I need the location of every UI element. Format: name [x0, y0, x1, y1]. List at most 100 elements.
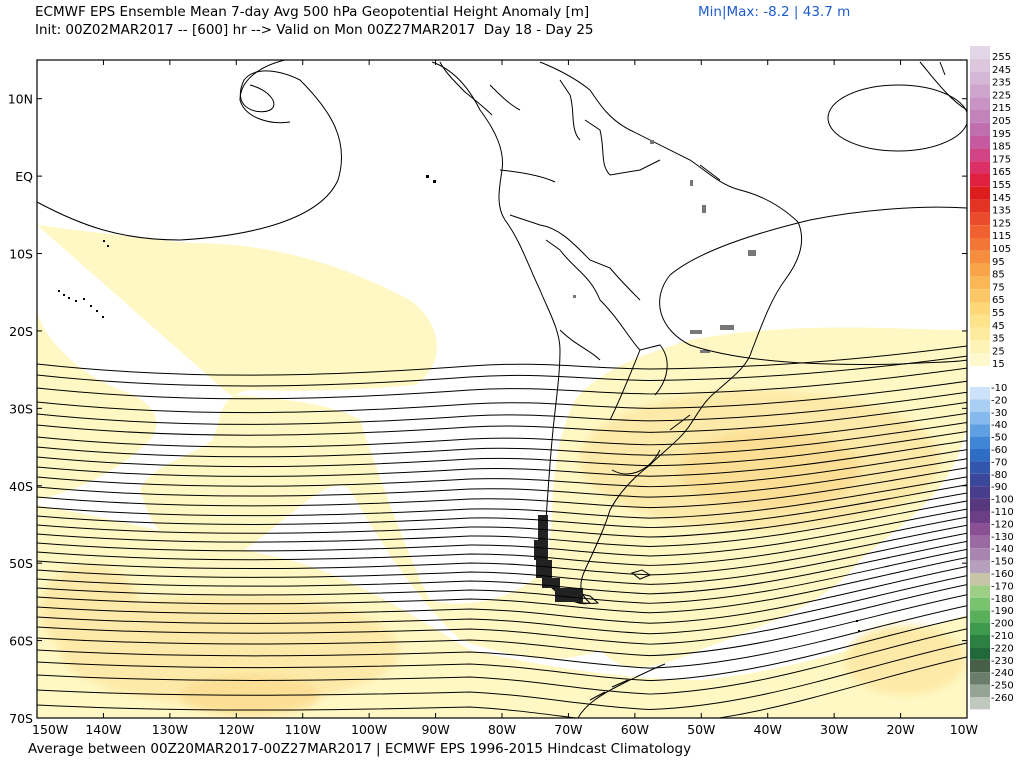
colorbar-swatch	[970, 647, 990, 660]
colorbar-label: -220	[991, 643, 1014, 654]
lon-label: 70W	[554, 722, 582, 737]
colorbar-swatch	[970, 473, 990, 487]
colorbar-label: -10	[991, 383, 1007, 394]
lat-label: 40S	[9, 479, 33, 494]
colorbar-label: 205	[992, 116, 1011, 127]
height-contour	[37, 380, 967, 414]
height-contour	[37, 532, 967, 585]
colorbar-swatch	[970, 399, 990, 412]
height-contour	[37, 467, 967, 509]
colorbar-swatch	[970, 573, 990, 586]
colorbar-label: 225	[992, 90, 1011, 101]
colorbar-label: -20	[991, 395, 1007, 406]
colorbar-label: -30	[991, 408, 1007, 419]
height-contour	[37, 556, 967, 614]
height-contour	[37, 484, 967, 529]
colorbar-swatch	[970, 135, 990, 149]
colorbar-label: -50	[991, 433, 1007, 444]
min-max-readout: Min|Max: -8.2 | 43.7 m	[698, 4, 851, 20]
colorbar-label: 85	[992, 270, 1005, 281]
colorbar-swatch	[970, 289, 990, 302]
height-contour	[37, 540, 967, 595]
footer-note: Average between 00Z20MAR2017-00Z27MAR201…	[28, 741, 692, 757]
lon-label: 80W	[488, 722, 516, 737]
colorbar-label: -140	[991, 544, 1014, 555]
colorbar-swatch	[970, 122, 990, 136]
colorbar-swatch	[970, 535, 990, 549]
colorbar-label: 105	[992, 244, 1011, 255]
height-contour	[37, 642, 967, 711]
height-contour	[37, 616, 967, 682]
colorbar-swatch	[970, 511, 990, 524]
lat-label: 60S	[9, 634, 33, 649]
lon-label: 120W	[218, 722, 254, 737]
lon-label: 30W	[820, 722, 848, 737]
colorbar-label: 245	[992, 65, 1011, 76]
height-contour	[37, 367, 967, 400]
colorbar-label: -260	[991, 693, 1014, 704]
colorbar-label: 165	[992, 167, 1011, 178]
colorbar-label: 145	[992, 193, 1011, 204]
colorbar-swatch	[970, 84, 990, 98]
height-contour	[37, 594, 967, 657]
colorbar-swatch	[970, 225, 990, 238]
colorbar-label: 45	[992, 321, 1005, 332]
colorbar-label: -80	[991, 470, 1007, 481]
lat-label: 10N	[8, 92, 33, 107]
height-contour	[37, 458, 967, 498]
colorbar-label: 115	[992, 231, 1011, 242]
lon-label: 10W	[950, 722, 978, 737]
colorbar-swatch	[970, 212, 990, 226]
colorbar-swatch	[970, 548, 990, 561]
height-contour	[37, 431, 967, 468]
colorbar-label: 215	[992, 103, 1011, 114]
colorbar-swatch	[970, 411, 990, 425]
colorbar-label: 175	[992, 154, 1011, 165]
height-contour	[37, 508, 967, 557]
colorbar-swatch	[970, 560, 990, 573]
colorbar: 2552452352252152051951851751651551451351…	[970, 46, 1014, 710]
height-contour	[37, 345, 967, 376]
lon-label: 150W	[32, 722, 68, 737]
colorbar-label: 15	[992, 359, 1005, 370]
height-contour	[37, 575, 967, 635]
chile-fjords	[534, 515, 583, 602]
colorbar-swatch	[970, 585, 990, 598]
colorbar-swatch	[970, 424, 990, 437]
colorbar-swatch	[970, 161, 990, 174]
colorbar-label: -90	[991, 482, 1007, 493]
height-contour	[37, 412, 967, 448]
height-contour	[37, 548, 967, 604]
colorbar-swatch	[970, 697, 990, 710]
lat-label: EQ	[15, 169, 33, 184]
lon-label: 60W	[621, 722, 649, 737]
colorbar-swatch	[970, 263, 990, 277]
height-contour	[37, 476, 967, 519]
colorbar-swatch	[970, 353, 990, 366]
inland-lakes	[573, 140, 756, 353]
lat-label: 10S	[9, 247, 33, 262]
colorbar-label: -200	[991, 619, 1014, 630]
colorbar-swatch	[970, 449, 990, 462]
lon-label: 20W	[886, 722, 914, 737]
colorbar-label: -40	[991, 420, 1007, 431]
height-contour	[37, 401, 967, 436]
lon-label: 90W	[421, 722, 449, 737]
lon-label: 50W	[687, 722, 715, 737]
colorbar-swatch	[970, 597, 990, 611]
lat-label: 50S	[9, 556, 33, 571]
colorbar-label: -130	[991, 532, 1014, 543]
chart-title: ECMWF EPS Ensemble Mean 7-day Avg 500 hP…	[35, 4, 590, 20]
colorbar-swatch	[970, 327, 990, 341]
colorbar-label: -120	[991, 519, 1014, 530]
colorbar-label: 255	[992, 52, 1011, 63]
colorbar-label: 75	[992, 282, 1005, 293]
colorbar-label: -70	[991, 457, 1007, 468]
colorbar-swatch	[970, 314, 990, 328]
lat-label: 30S	[9, 401, 33, 416]
colorbar-label: 185	[992, 142, 1011, 153]
colorbar-label: 65	[992, 295, 1005, 306]
colorbar-swatch	[970, 302, 990, 315]
colorbar-label: 95	[992, 257, 1005, 268]
